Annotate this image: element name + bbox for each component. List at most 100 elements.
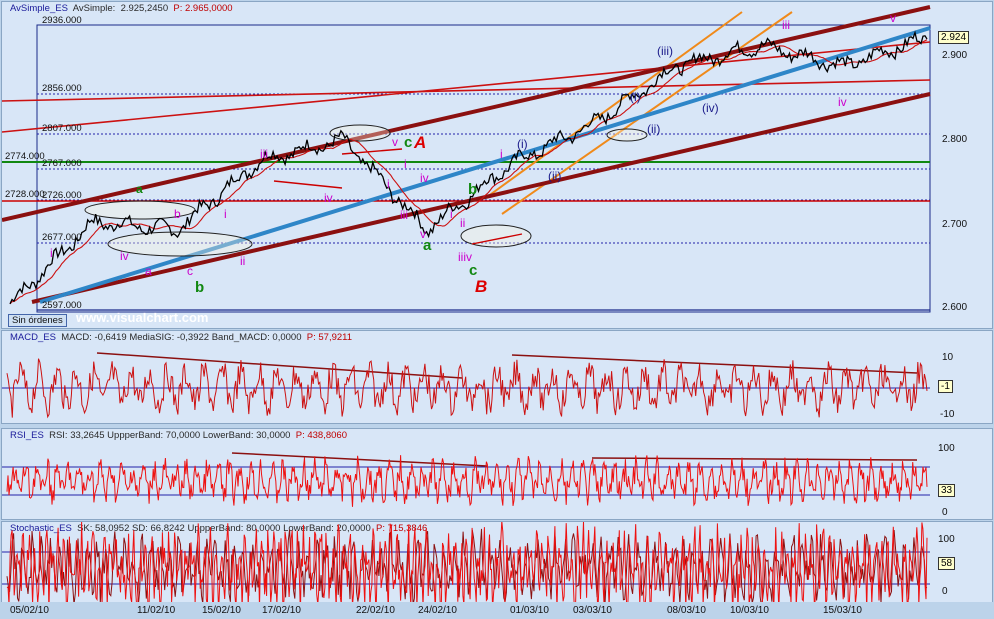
date-label: 24/02/10 [418,605,457,616]
red-segment-1 [273,180,343,189]
wave-i-5: i [450,207,453,221]
wave-i-3: i [404,157,407,171]
wave-a-green-2: a [423,237,432,254]
level-label-2774: 2774.000 [5,151,45,162]
rsi-line [6,455,928,507]
price-series-p: P: 2.965,0000 [173,3,233,14]
stochastic-panel[interactable]: Stochastic_ES SK: 58,0952 SD: 66,8242 Up… [1,521,993,603]
wave-i-1: i [50,246,53,260]
wave-paren-iii: (iii) [657,44,673,58]
stochastic-p: P: 715,3846 [376,523,428,534]
stochastic-sk-line [6,522,928,602]
macd-series-name: MACD_ES [10,332,56,343]
wave-i-6: i [500,147,503,161]
wave-c-green-1: c [404,134,412,151]
wave-b-green-2: b [468,181,477,198]
level-label-2677: 2677.000 [42,232,82,243]
price-chart[interactable]: 2936.000 2856.000 2807.000 2774.000 2767… [2,2,992,328]
wave-v-1: v [392,135,398,149]
date-label: 15/03/10 [823,605,862,616]
date-label: 05/02/10 [10,605,49,616]
ellipse-4 [460,224,532,248]
watermark: www.visualchart.com [76,310,209,325]
date-label: 22/02/10 [356,605,395,616]
wave-a-1: a [145,264,152,278]
wave-paren-iv: (iv) [702,101,719,115]
annotation-ellipses [84,124,648,257]
level-label-2728: 2728.000 [5,189,45,200]
wave-i-2: i [224,207,227,221]
wave-paren-ii-1: (ii) [548,169,561,183]
price-panel-title: AvSimple_ES AvSimple: 2.925,2450 P: 2.96… [10,3,233,14]
level-labels: 2936.000 2856.000 2807.000 2774.000 2767… [5,15,82,311]
macd-chart[interactable] [2,331,992,423]
level-label-2856: 2856.000 [42,83,82,94]
date-label: 08/03/10 [667,605,706,616]
macd-trend-1 [96,352,463,379]
wave-a-green-1: a [136,182,143,196]
wave-v-3: v [890,11,896,25]
rsi-panel[interactable]: RSI_ES RSI: 33,2645 UppperBand: 70,0000 … [1,428,993,520]
stochastic-series-name: Stochastic_ES [10,523,72,534]
ellipse-2 [107,231,253,257]
ellipse-1 [84,200,196,220]
moving-average-line [9,39,928,305]
stochastic-values: SK: 58,0952 SD: 66,8242 UppperBand: 80,0… [77,523,371,534]
red-segment-2 [341,148,403,155]
stochastic-chart[interactable] [2,522,992,602]
price-panel[interactable]: AvSimple_ES AvSimple: 2.925,2450 P: 2.96… [1,1,993,329]
wave-labels: i iv a b c a b i ii iii iv v c A i i iv … [50,11,896,296]
macd-trend-2 [511,354,918,374]
stochastic-tick-100: 100 [938,534,955,545]
rsi-tick-0: 0 [942,507,948,518]
date-label: 03/03/10 [573,605,612,616]
rsi-tick-100: 100 [938,443,955,454]
level-label-2936: 2936.000 [42,15,82,26]
rsi-chart[interactable] [2,429,992,519]
wave-v-2: v [420,227,426,241]
wave-ii-2: ii [460,216,465,230]
date-label: 10/03/10 [730,605,769,616]
macd-p: P: 57,9211 [306,332,353,343]
wave-A: A [413,133,426,152]
macd-panel[interactable]: MACD_ES MACD: -0,6419 MediaSIG: -0,3922 … [1,330,993,424]
blue-trendline [39,26,931,304]
level-label-2597: 2597.000 [42,300,82,311]
wave-iiiv: iiiv [458,250,472,264]
wave-iii-3: iii [782,18,790,32]
price-tick-2800: 2.800 [942,134,968,145]
wave-b-1: b [174,207,181,221]
level-label-2726: 2726.000 [42,190,82,201]
price-tick-2700: 2.700 [942,219,968,230]
level-label-2767: 2767.000 [42,158,82,169]
price-tick-2600: 2.600 [942,302,968,313]
rsi-series-name: RSI_ES [10,430,44,441]
wave-iv-1: iv [120,249,129,263]
macd-values: MACD: -0,6419 MediaSIG: -0,3922 Band_MAC… [61,332,302,343]
orders-button[interactable]: Sin órdenes [8,314,67,327]
wave-i-4: i [387,177,390,191]
date-label: 01/03/10 [510,605,549,616]
date-axis: 05/02/10 11/02/10 15/02/10 17/02/10 22/0… [0,602,994,619]
price-series-name: AvSimple_ES [10,3,68,14]
price-series-value: 2.925,2450 [120,3,169,14]
wave-paren-ii-2: (ii) [647,122,660,136]
price-series-label: AvSimple: [72,3,116,14]
macd-axis: 10 -10 -1 [932,331,992,423]
wave-paren-i-2: (i) [630,90,641,104]
wave-iii-2: iii [400,208,408,222]
date-label: 11/02/10 [137,605,176,616]
wave-iv-4: iv [838,95,847,109]
rsi-values: RSI: 33,2645 UppperBand: 70,0000 LowerBa… [49,430,291,441]
date-label: 17/02/10 [262,605,301,616]
rsi-last-value: 33 [938,484,956,497]
stochastic-last-value: 58 [938,557,956,570]
macd-last-value: -1 [938,380,953,393]
rsi-p: P: 438,8060 [295,430,347,441]
wave-paren-i-1: (i) [517,137,528,151]
channel-lower [31,92,931,304]
ellipse-5 [606,128,648,142]
red-trend-lower [2,79,931,102]
rsi-axis: 100 0 33 [932,429,992,519]
wave-iii-1: iii [260,147,268,161]
